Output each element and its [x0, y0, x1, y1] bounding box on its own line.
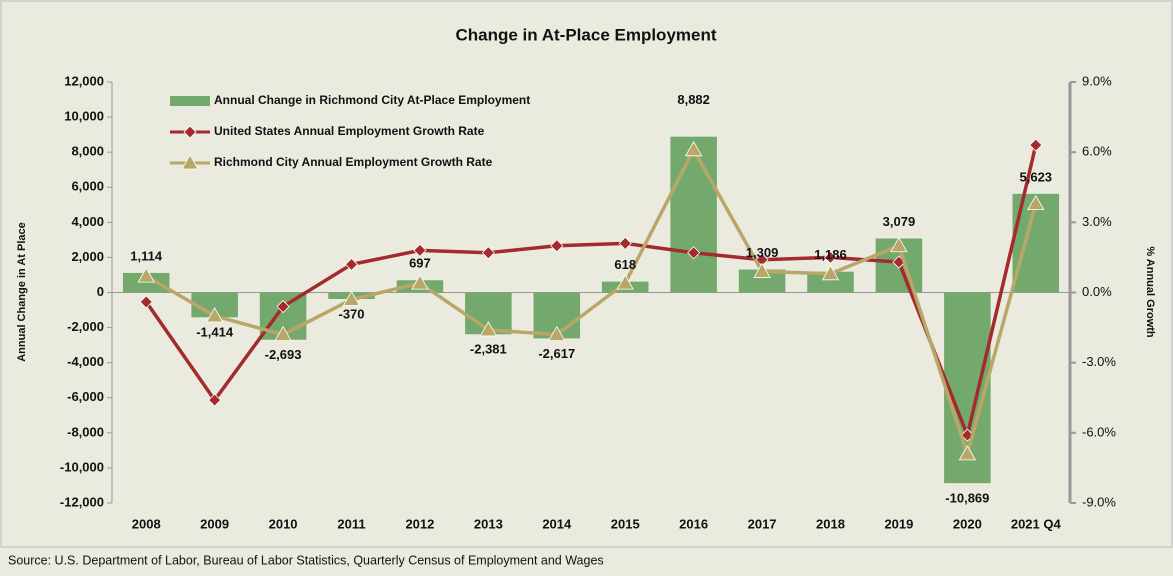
source: Source: U.S. Department of Labor, Bureau… [8, 553, 604, 567]
y2-tick-label: -9.0% [1082, 494, 1116, 509]
data-label: 697 [409, 256, 431, 271]
marker [274, 325, 292, 341]
marker [548, 325, 566, 341]
marker [205, 307, 224, 323]
y-tick-label: 12,000 [64, 73, 104, 88]
y-tick-label: 2,000 [71, 249, 104, 264]
y-tick-label: 8,000 [71, 144, 104, 159]
line [145, 146, 1038, 460]
marker [208, 393, 222, 407]
x-tick-label: 2010 [269, 516, 298, 531]
x-tick-label: 2012 [405, 516, 434, 531]
marker [1029, 138, 1043, 152]
bar [807, 271, 854, 293]
y-tick-label: -12,000 [60, 494, 104, 509]
data-label: 1,309 [746, 245, 779, 260]
y-tick-label: -10,000 [60, 459, 104, 474]
marker [687, 246, 701, 260]
x-tick-label: 2008 [132, 516, 161, 531]
y-tick-label: 6,000 [71, 179, 104, 194]
y2-axis-label: % Annual Growth [1144, 246, 1156, 338]
marker [684, 141, 703, 157]
y2-tick-label: 0.0% [1082, 284, 1112, 299]
marker [276, 299, 290, 314]
y2-tick-label: -6.0% [1082, 424, 1116, 439]
x-tick-label: 2019 [884, 516, 913, 531]
y2-tick-label: 6.0% [1082, 144, 1112, 159]
marker [821, 264, 840, 281]
marker [618, 236, 632, 250]
chart-title: Change in At-Place Employment [455, 25, 716, 44]
legend-label: Annual Change in Richmond City At-Place … [214, 93, 530, 107]
y-tick-label: 0 [97, 284, 104, 299]
x-tick-label: 2011 [337, 516, 365, 531]
marker [753, 262, 771, 278]
marker [550, 239, 564, 253]
frame [0, 0, 1173, 548]
marker [958, 445, 977, 461]
y-tick-label: -8,000 [67, 424, 104, 439]
marker [139, 295, 153, 309]
y-tick-label: -6,000 [67, 389, 104, 404]
marker [616, 274, 634, 290]
y-tick-label: 10,000 [64, 109, 104, 124]
legend-label: Richmond City Annual Employment Growth R… [214, 155, 493, 169]
marker [344, 257, 359, 271]
data-label: 3,079 [883, 214, 916, 229]
marker [481, 246, 495, 260]
marker [342, 290, 361, 306]
data-label: 1,186 [814, 247, 847, 262]
x-tick-label: 2015 [611, 516, 640, 531]
marker [1027, 194, 1045, 211]
legend-swatch [170, 96, 210, 106]
data-label: 1,114 [130, 248, 163, 263]
y-tick-label: -4,000 [67, 354, 104, 369]
bar [122, 272, 170, 293]
data-label: -2,381 [470, 342, 507, 357]
marker [890, 236, 908, 253]
x-tick-label: 2016 [679, 516, 708, 531]
data-label: 5,623 [1020, 169, 1053, 184]
y2-tick-label: 9.0% [1082, 73, 1112, 88]
y-tick-label: 4,000 [71, 214, 104, 229]
line [144, 144, 1038, 442]
marker [411, 274, 429, 290]
marker [183, 125, 197, 139]
data-label: -1,414 [196, 325, 234, 340]
x-tick-label: 2021 Q4 [1011, 516, 1062, 531]
x-tick-label: 2020 [953, 516, 982, 531]
data-label: -2,693 [265, 347, 302, 362]
y-axis-label: Annual Change in At Place [16, 222, 28, 362]
x-tick-label: 2014 [542, 516, 572, 531]
data-label: -370 [338, 306, 364, 321]
x-tick-label: 2013 [474, 516, 503, 531]
x-tick-label: 2018 [816, 516, 845, 531]
marker [823, 250, 838, 264]
data-label: -10,869 [945, 491, 989, 506]
marker [479, 321, 498, 337]
marker [413, 243, 427, 257]
x-tick-label: 2017 [748, 516, 777, 531]
bar [670, 136, 717, 293]
marker [181, 154, 199, 170]
data-label: 618 [614, 257, 636, 272]
data-label: -2,617 [538, 346, 575, 361]
y2-tick-label: -3.0% [1082, 354, 1116, 369]
marker [137, 267, 155, 283]
x-tick-label: 2009 [200, 516, 229, 531]
data-label: 8,882 [677, 92, 710, 107]
legend-label: United States Annual Employment Growth R… [214, 124, 485, 138]
y2-tick-label: 3.0% [1082, 214, 1112, 229]
y-tick-label: -2,000 [67, 319, 104, 334]
bar [738, 269, 786, 293]
